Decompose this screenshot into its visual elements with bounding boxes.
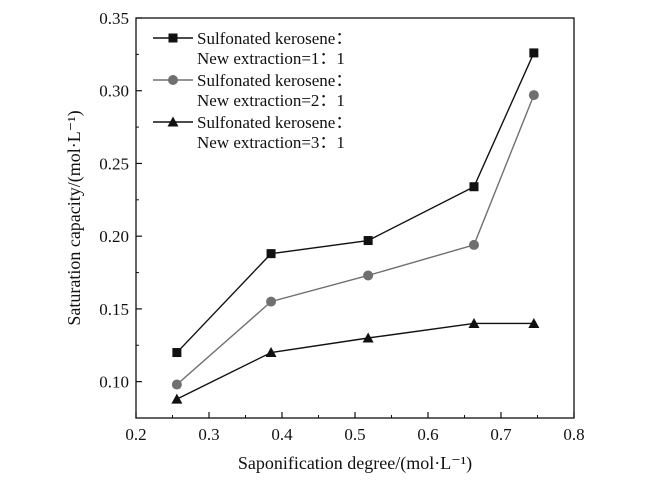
legend-entry-1: Sulfonated kerosene：New extraction=1：1 — [153, 29, 352, 68]
y-tick-label: 0.25 — [99, 154, 129, 173]
legend-label: New extraction=3：1 — [197, 133, 345, 152]
x-tick-label: 0.2 — [125, 425, 146, 444]
legend-label: New extraction=2：1 — [197, 91, 345, 110]
y-tick-label: 0.35 — [99, 9, 129, 28]
series-2-point — [171, 379, 182, 390]
series-3-point — [265, 347, 277, 358]
series-3-point — [362, 332, 374, 343]
x-tick-label: 0.3 — [198, 425, 219, 444]
legend-entry-2: Sulfonated kerosene：New extraction=2：1 — [153, 71, 352, 110]
legend-label: Sulfonated kerosene： — [197, 71, 352, 90]
legend-entry-3: Sulfonated kerosene：New extraction=3：1 — [153, 113, 352, 152]
legend-label: New extraction=1：1 — [197, 49, 345, 68]
series-1-point — [363, 236, 373, 246]
x-tick-label: 0.4 — [271, 425, 293, 444]
y-axis-title: Saturation capacity/(mol·L⁻¹) — [64, 110, 85, 325]
series-1-point — [469, 182, 479, 192]
axis-ticks: 0.2 0.3 0.4 0.5 0.6 0.7 0.8 0.10 0.15 0.20 0.25 0.3… — [99, 9, 584, 444]
x-axis-title: Saponification degree/(mol·L⁻¹) — [238, 453, 472, 474]
series-1-point — [266, 249, 276, 259]
legend-marker — [167, 116, 179, 127]
series-2-point — [528, 90, 539, 101]
series-1-point — [172, 348, 182, 358]
y-tick-label: 0.10 — [99, 373, 129, 392]
series-1-point — [529, 48, 539, 58]
x-tick-label: 0.6 — [417, 425, 438, 444]
series-3-point — [528, 317, 540, 328]
legend-marker — [168, 75, 178, 85]
series-3-point — [468, 317, 480, 328]
series-3 — [171, 317, 540, 404]
series-1 — [172, 48, 539, 358]
series-2 — [171, 90, 539, 390]
y-tick-label: 0.20 — [99, 227, 129, 246]
series-3-point — [171, 393, 183, 404]
series-layer — [171, 48, 540, 404]
legend-label: Sulfonated kerosene： — [197, 29, 352, 48]
x-tick-label: 0.5 — [344, 425, 365, 444]
legend-label: Sulfonated kerosene： — [197, 113, 352, 132]
legend-marker — [168, 33, 178, 43]
series-2-point — [468, 239, 479, 250]
y-tick-label: 0.30 — [99, 82, 129, 101]
legend: Sulfonated kerosene：New extraction=1：1Su… — [153, 29, 352, 152]
x-tick-label: 0.8 — [563, 425, 584, 444]
series-3-line — [176, 322, 534, 400]
series-2-point — [266, 296, 277, 307]
y-tick-label: 0.15 — [99, 300, 129, 319]
x-tick-label: 0.7 — [490, 425, 512, 444]
series-2-point — [363, 270, 374, 281]
